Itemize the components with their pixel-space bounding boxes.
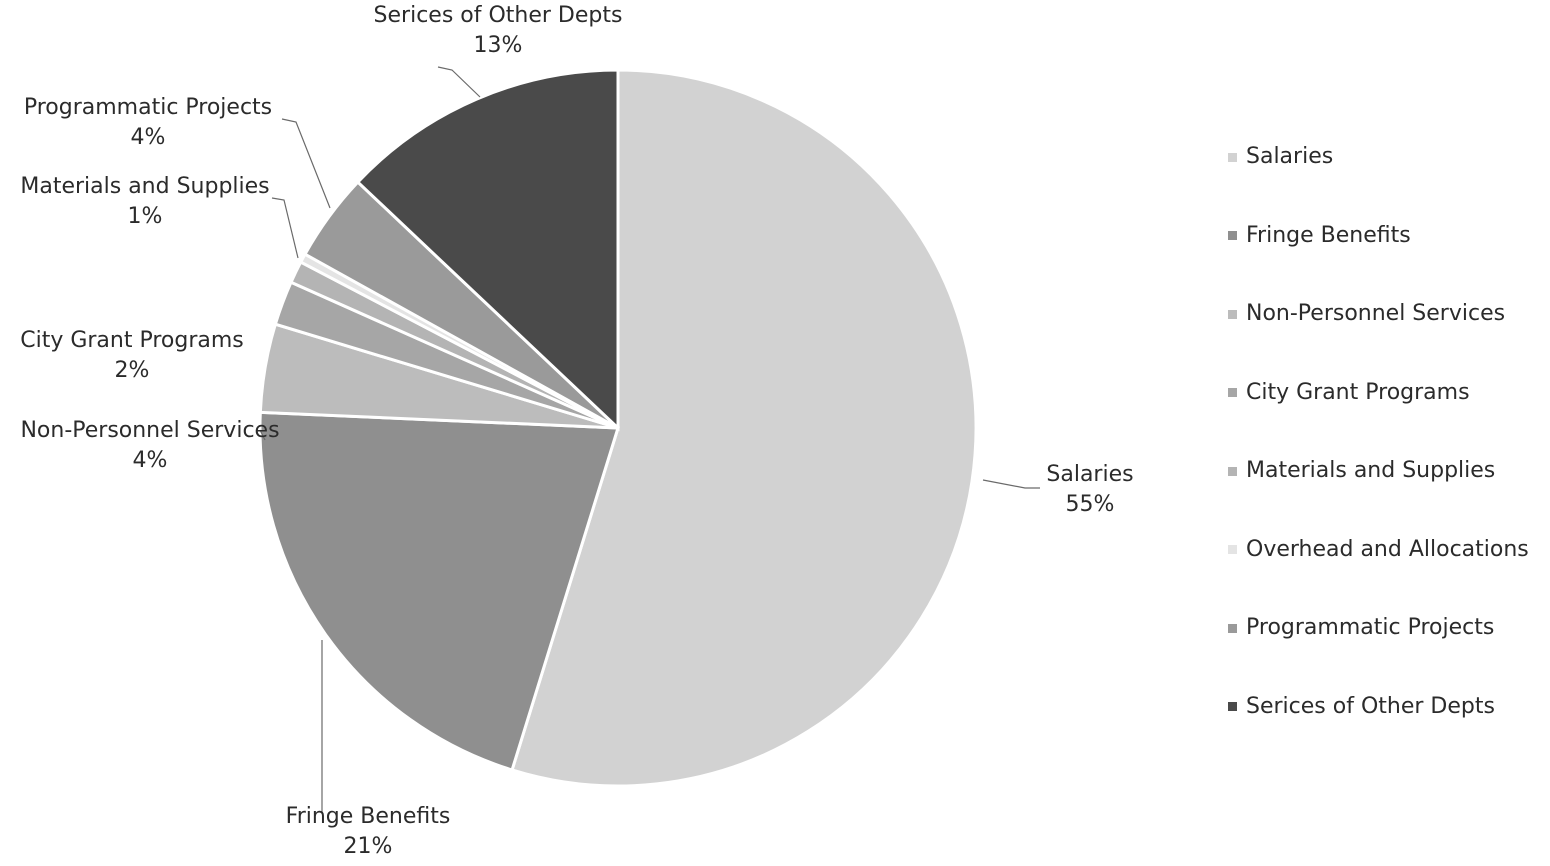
pie-chart-svg: Salaries 55% Fringe Benefits 21% Non-Personn… [20,3,1133,859]
chart-legend: Salaries Fringe Benefits Non-Personnel Ser… [1228,118,1548,746]
data-label-percent-salaries: 55% [1066,492,1115,517]
legend-label: Salaries [1246,144,1334,170]
legend-label: Serices of Other Depts [1246,693,1495,719]
data-label-percent-fringe-benefits: 21% [344,834,393,859]
leader-line-salaries [982,479,1040,489]
legend-item-overhead-and-allocations: Overhead and Allocations [1228,511,1548,590]
leader-line-programmatic-projects [281,118,331,209]
data-label-percent-city-grant-programs: 2% [115,358,150,383]
legend-label: City Grant Programs [1246,379,1470,405]
data-label-name-programmatic-projects: Programmatic Projects [24,95,272,120]
legend-item-salaries: Salaries [1228,118,1548,197]
legend-item-non-personnel-services: Non-Personnel Services [1228,275,1548,354]
legend-swatch [1228,388,1237,398]
data-label-name-serices-of-other-depts: Serices of Other Depts [374,3,623,28]
data-label-name-salaries: Salaries [1046,462,1133,487]
data-label-percent-materials-and-supplies: 1% [128,204,163,229]
legend-swatch [1228,309,1237,319]
legend-swatch [1228,231,1237,241]
pie-slice-fringe-benefits [258,410,621,772]
legend-swatch [1228,152,1237,162]
legend-item-programmatic-projects: Programmatic Projects [1228,589,1548,668]
data-label-percent-programmatic-projects: 4% [131,125,166,150]
legend-item-serices-of-other-depts: Serices of Other Depts [1228,668,1548,747]
data-label-percent-serices-of-other-depts: 13% [474,33,523,58]
legend-label: Programmatic Projects [1246,615,1495,641]
leader-line-materials-and-supplies [271,197,299,259]
legend-item-materials-and-supplies: Materials and Supplies [1228,432,1548,511]
data-label-name-city-grant-programs: City Grant Programs [20,328,244,353]
pie-slice-salaries [510,68,978,788]
legend-swatch [1228,623,1237,633]
legend-label: Non-Personnel Services [1246,301,1506,327]
legend-swatch [1228,545,1237,555]
data-label-percent-non-personnel-services: 4% [133,448,168,473]
data-label-name-non-personnel-services: Non-Personnel Services [20,418,279,443]
leader-line-serices-of-other-depts [437,66,481,98]
legend-swatch [1228,466,1237,476]
legend-swatch [1228,702,1237,712]
legend-item-fringe-benefits: Fringe Benefits [1228,197,1548,276]
pie-slice-serices-of-other-depts [355,68,620,432]
legend-label: Materials and Supplies [1246,458,1496,484]
legend-label: Fringe Benefits [1246,222,1411,248]
leader-line-non-personnel-services [259,429,266,441]
legend-item-city-grant-programs: City Grant Programs [1228,354,1548,433]
data-label-name-materials-and-supplies: Materials and Supplies [20,174,269,199]
legend-label: Overhead and Allocations [1246,536,1529,562]
data-label-name-fringe-benefits: Fringe Benefits [286,804,451,829]
